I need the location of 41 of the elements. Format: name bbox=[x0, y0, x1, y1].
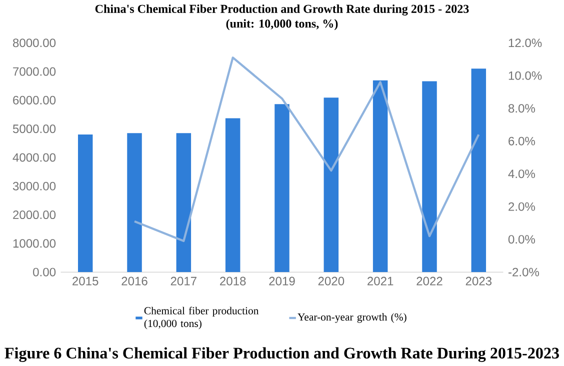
y-tick-label: 6000.00 bbox=[13, 96, 56, 104]
bar bbox=[274, 104, 290, 272]
y2-tick-label: 0.0% bbox=[508, 234, 536, 244]
x-tick-label: 2017 bbox=[170, 276, 196, 286]
bar bbox=[78, 134, 93, 272]
bar bbox=[176, 132, 192, 272]
y2-tick-label: 12.0% bbox=[508, 38, 542, 47]
chart-subtitle: (unit: 10,000 tons, %) bbox=[226, 18, 338, 30]
y2-tick-label: 8.0% bbox=[508, 104, 536, 112]
legend-label: Year-on-year growth (%) bbox=[298, 312, 406, 323]
legend-label: Chemical fiber production (10,000 tons) bbox=[144, 306, 259, 330]
bar bbox=[324, 97, 339, 272]
caption: Figure 6 China's Chemical Fiber Production and Growth Rate During 2015-2023 bbox=[4, 347, 559, 362]
y2-tick-label: 2.0% bbox=[508, 202, 536, 211]
bar bbox=[471, 68, 486, 272]
chart-title: China's Chemical Fiber Production and Growth Rate during 2015 - 2023 bbox=[95, 4, 469, 16]
x-tick-label: 2018 bbox=[220, 276, 246, 286]
y-tick-label: 7000.00 bbox=[13, 67, 56, 76]
y2-tick-label: 4.0% bbox=[508, 169, 536, 178]
y2-tick-label: 10.0% bbox=[508, 71, 542, 80]
bar bbox=[372, 80, 388, 272]
y-tick-label: 0.00 bbox=[33, 268, 56, 276]
x-tick-label: 2020 bbox=[318, 276, 344, 286]
bar bbox=[225, 118, 240, 272]
y-tick-label: 3000.00 bbox=[12, 182, 56, 190]
x-tick-label: 2022 bbox=[416, 276, 442, 286]
y-tick-label: 2000.00 bbox=[13, 210, 56, 219]
x-tick-label: 2015 bbox=[72, 276, 98, 286]
y-tick-label: 5000.00 bbox=[12, 124, 56, 133]
bar bbox=[127, 132, 142, 272]
line-series bbox=[133, 56, 480, 242]
x-tick-label: 2016 bbox=[122, 276, 148, 286]
x-tick-label: 2023 bbox=[466, 276, 492, 286]
y2-tick-label: -2.0% bbox=[508, 268, 540, 276]
y-tick-label: 4000.00 bbox=[12, 153, 56, 162]
bar bbox=[422, 81, 437, 272]
x-tick-label: 2019 bbox=[269, 276, 295, 286]
y-tick-label: 8000.00 bbox=[13, 38, 56, 47]
y-tick-label: 1000.00 bbox=[13, 238, 56, 248]
x-tick-label: 2021 bbox=[368, 276, 394, 286]
y2-tick-label: 6.0% bbox=[508, 136, 536, 146]
